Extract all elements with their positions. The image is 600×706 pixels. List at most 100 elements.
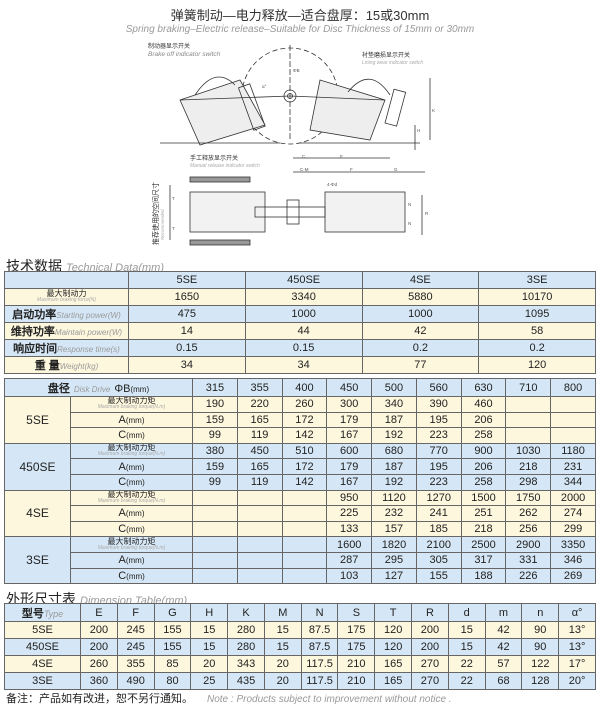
- disk-value: 3350: [550, 536, 596, 553]
- disk-value: 317: [460, 551, 507, 569]
- dim-value: 122: [521, 655, 560, 673]
- tech-row-label-en: Response time(s): [57, 345, 120, 354]
- disk-value: 1600: [326, 536, 373, 553]
- tech-model-header: 450SE: [244, 271, 363, 289]
- disk-diameter: 500: [371, 378, 417, 397]
- unit: (mm): [126, 431, 145, 441]
- dim-value: 210: [337, 655, 376, 673]
- dim-column-header: E: [80, 603, 118, 622]
- disk-header-label: 盘径 Disk Drive ΦB(mm): [3, 378, 194, 397]
- label-recommended-cn: 推荐使用的空间尺寸: [151, 182, 160, 245]
- svg-text:H: H: [417, 128, 420, 133]
- tech-row-label-en: Maximum braking force(N): [37, 297, 96, 303]
- disk-value: 157: [371, 520, 417, 538]
- disk-model: 450SE: [4, 442, 71, 491]
- disk-value: 241: [415, 505, 462, 522]
- disk-value: 331: [505, 551, 552, 569]
- dim-letter: A: [118, 460, 126, 473]
- disk-value: 218: [505, 458, 552, 475]
- unit: (mm): [125, 509, 145, 519]
- tech-value: 5880: [361, 288, 480, 306]
- label-brake-off-en: Brake off indicator switch: [148, 51, 221, 58]
- dim-column-header: K: [227, 603, 265, 622]
- tech-row-label: 响应时间Response time(s): [4, 339, 129, 357]
- disk-value: [281, 520, 328, 538]
- disk-value: 103: [326, 567, 373, 585]
- tech-header-blank: [4, 271, 129, 289]
- tech-value: 10170: [478, 288, 596, 306]
- disk-value: 185: [415, 520, 462, 538]
- disk-header-cn: 盘径: [47, 382, 70, 395]
- disk-value: 133: [326, 520, 373, 538]
- dim-value: 200: [411, 621, 449, 639]
- dim-column-header: R: [411, 603, 449, 622]
- disk-value: [550, 427, 596, 444]
- dim-column-header: M: [263, 603, 302, 622]
- disk-value: 159: [192, 458, 238, 475]
- disk-value: [192, 489, 238, 507]
- dim-value: 117.5: [300, 672, 339, 690]
- disk-torque-label: 最大制动力矩 Maximum braking torque(N.m): [69, 396, 194, 413]
- dim-value: 120: [374, 638, 413, 656]
- dim-value: 87.5: [300, 638, 339, 656]
- disk-value: 167: [326, 427, 373, 444]
- tech-value: 475: [128, 305, 246, 323]
- svg-text:α°: α°: [262, 84, 267, 89]
- disk-torque-label: 最大制动力矩 Maximum braking torque(N.m): [69, 489, 194, 507]
- label-manual-cn: 手工释放显示开关: [190, 154, 238, 162]
- dim-column-header: H: [190, 603, 229, 622]
- tech-row-label-cn: 重 量: [34, 360, 60, 372]
- dim-value: 200: [411, 638, 449, 656]
- dim-letter: C: [118, 429, 127, 442]
- dim-value: 435: [227, 672, 265, 690]
- tech-value: 44: [244, 322, 363, 340]
- tech-row-label-en: Starting power(W): [56, 311, 121, 320]
- disk-value: 295: [371, 551, 417, 569]
- dim-row: 5SE 200 245 155 15 280 15 87.5 175 120 200 15 42 90 13…: [4, 621, 596, 639]
- disk-value: 223: [415, 473, 462, 491]
- tech-value: 1000: [361, 305, 480, 323]
- disk-value: 390: [415, 396, 462, 413]
- tech-row-label-en: Maintain power(W): [54, 328, 123, 337]
- disk-value: 119: [236, 427, 283, 444]
- disk-value: 2100: [415, 536, 462, 553]
- dim-value: 90: [521, 638, 560, 656]
- tech-value: 120: [478, 356, 596, 374]
- disk-value: [281, 505, 328, 522]
- disk-c-label: C(mm): [69, 567, 194, 585]
- disk-value: 142: [281, 473, 328, 491]
- dim-value: 20: [190, 655, 229, 673]
- disk-value: [192, 505, 238, 522]
- unit: (mm): [126, 525, 145, 535]
- tech-row-label: 维持功率Maintain power(W): [4, 322, 129, 340]
- disk-value: 274: [550, 505, 596, 522]
- footnote: 备注：产品如有改进，恕不另行通知。 Note : Products subject…: [6, 690, 452, 706]
- disk-value: 251: [460, 505, 507, 522]
- svg-text:4-Φd: 4-Φd: [327, 182, 338, 187]
- disk-value: [192, 520, 238, 538]
- disk-header-en: Disk Drive: [73, 384, 111, 394]
- disk-a-label: A(mm): [69, 411, 194, 429]
- technical-data-table: 5SE 450SE 4SE 3SE 最大制动力 Maximum braking force…: [4, 271, 596, 374]
- dim-value: 90: [521, 621, 560, 639]
- note-en: Note : Products subject to improvement w…: [207, 694, 452, 705]
- disk-value: 142: [281, 427, 328, 444]
- dim-value: 175: [337, 638, 376, 656]
- tech-row-label-cn: 响应时间: [13, 343, 58, 355]
- dim-value: 280: [227, 638, 265, 656]
- dim-value: 42: [484, 621, 523, 639]
- disk-diameter: 400: [281, 378, 328, 397]
- disk-value: [192, 536, 238, 553]
- svg-text:T: T: [172, 196, 175, 201]
- disk-value: 99: [192, 427, 238, 444]
- dim-letter: A: [118, 554, 126, 567]
- page-subtitle: Spring braking–Electric release–Suitable…: [125, 24, 475, 35]
- note-cn: 备注：产品如有改进，恕不另行通知。: [6, 693, 193, 705]
- dim-row: 450SE 200 245 155 15 280 15 87.5 175 120 200 15 42 90…: [4, 638, 596, 656]
- dim-value: 25: [190, 672, 229, 690]
- disk-value: [236, 505, 283, 522]
- disk-value: 300: [326, 396, 373, 413]
- dim-value: 210: [337, 672, 376, 690]
- tech-row-label: 启动功率Starting power(W): [4, 305, 129, 323]
